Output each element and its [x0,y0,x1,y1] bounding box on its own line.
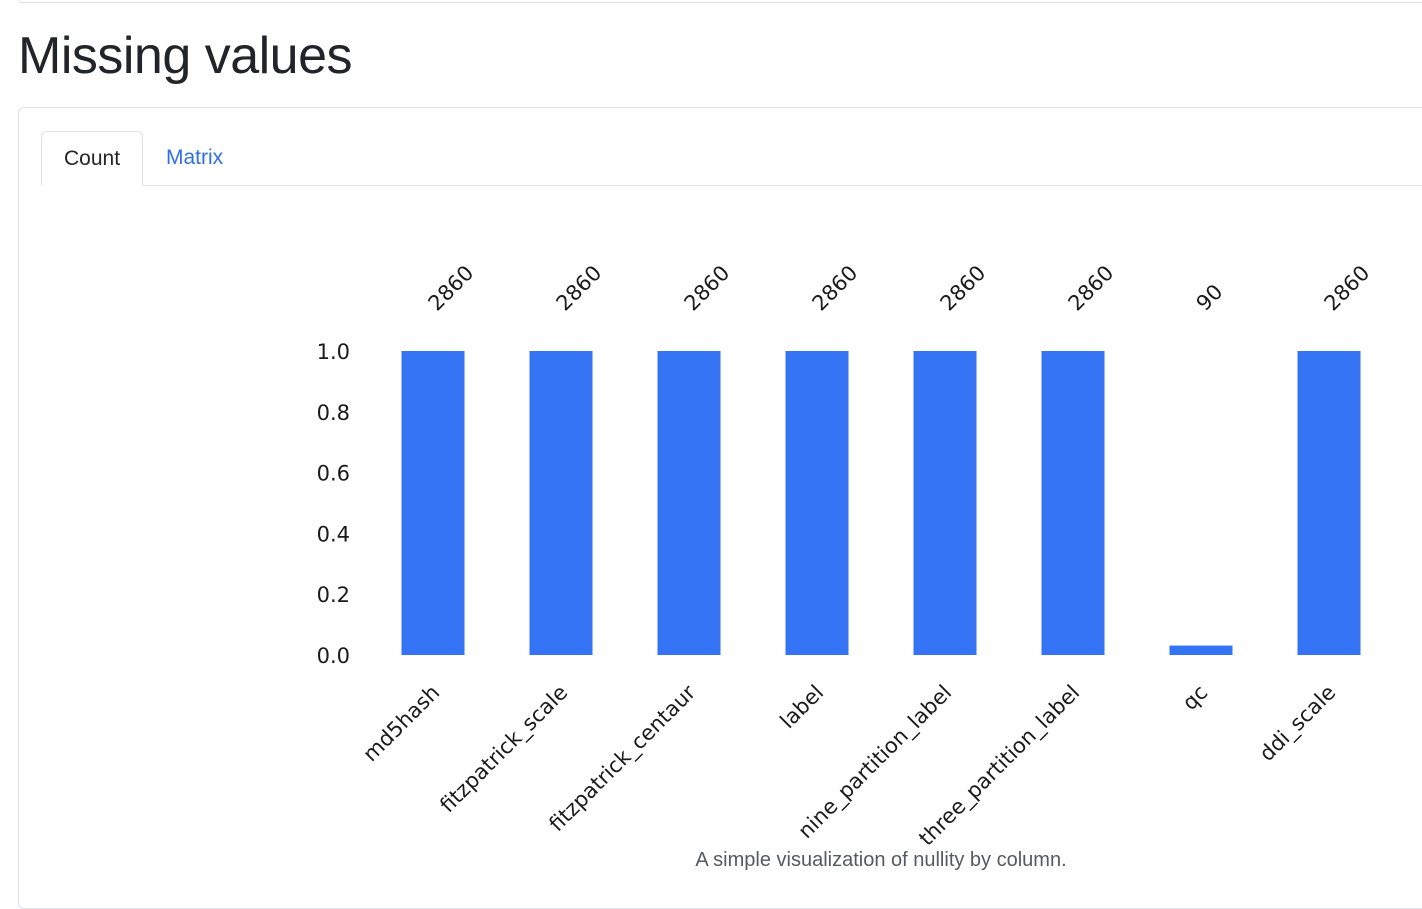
y-tick-label: 0.6 [317,462,350,486]
count-label-fitzpatrick_scale: 2860 [552,261,607,316]
x-tick-label-md5hash: md5hash [358,680,444,766]
y-tick-label: 0.8 [317,401,350,425]
bar-md5hash [401,351,465,655]
y-tick-label: 1.0 [317,340,350,364]
count-label-three_partition_label: 2860 [1064,261,1119,316]
y-tick-label: 0.2 [317,583,350,607]
chart-caption: A simple visualization of nullity by col… [695,849,1067,871]
tab-bar: Count Matrix [41,131,1422,186]
count-label-fitzpatrick_centaur: 2860 [680,261,735,316]
tab-matrix[interactable]: Matrix [166,146,224,169]
bar-qc [1169,645,1233,655]
bar-three_partition_label [1041,351,1105,655]
y-tick-label: 0.4 [317,522,350,546]
bar-ddi_scale [1297,351,1361,655]
page-title: Missing values [18,27,353,85]
x-tick-label-qc: qc [1178,680,1213,715]
count-label-qc: 90 [1192,280,1228,316]
count-label-md5hash: 2860 [424,261,479,316]
bar-fitzpatrick_scale [529,351,593,655]
y-tick-label: 0.0 [317,644,350,668]
count-label-nine_partition_label: 2860 [936,261,991,316]
x-tick-label-fitzpatrick_scale: fitzpatrick_scale [435,680,573,818]
x-tick-label-label: label [775,680,828,733]
bar-nine_partition_label [913,351,977,655]
count-label-ddi_scale: 2860 [1320,261,1375,316]
x-tick-label-fitzpatrick_centaur: fitzpatrick_centaur [544,680,701,837]
x-tick-label-ddi_scale: ddi_scale [1255,680,1341,766]
bar-fitzpatrick_centaur [657,351,721,655]
tab-count[interactable]: Count [41,131,144,186]
count-label-label: 2860 [808,261,863,316]
bar-label [785,351,849,655]
top-divider [18,0,1422,3]
